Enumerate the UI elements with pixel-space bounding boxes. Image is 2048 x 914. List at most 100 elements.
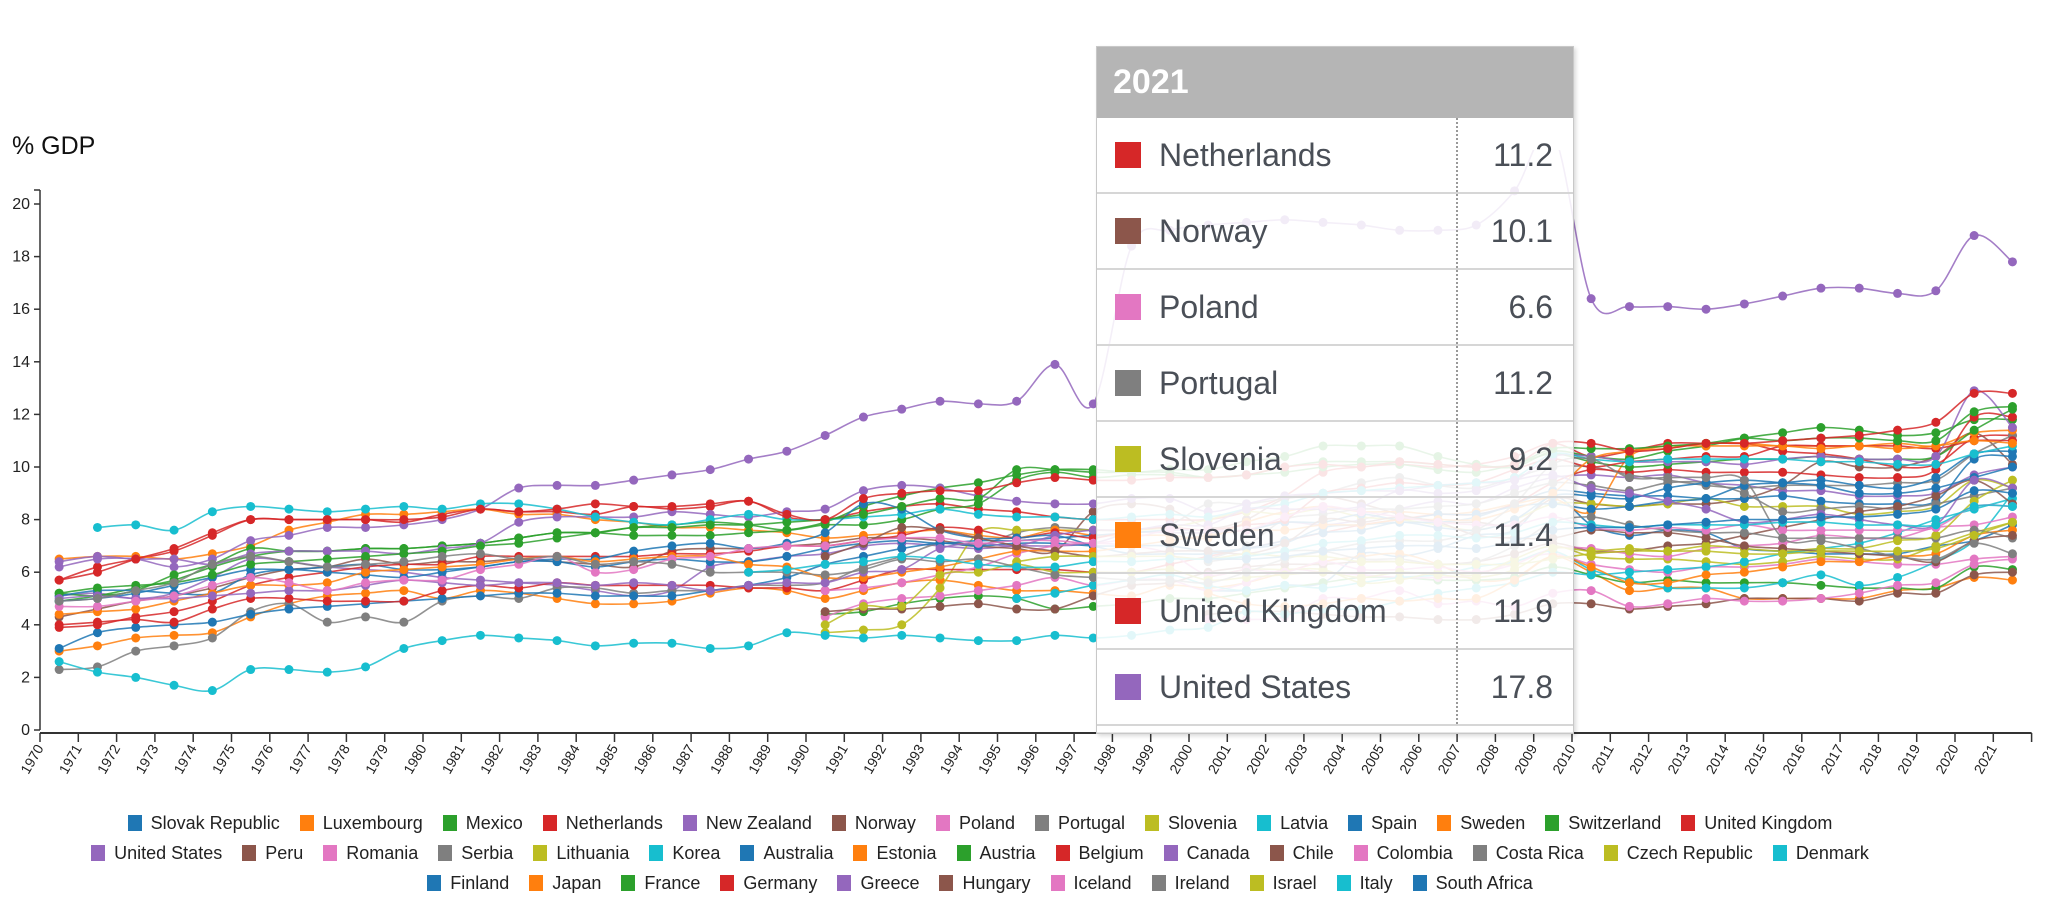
- data-point[interactable]: [897, 488, 907, 498]
- data-point[interactable]: [475, 565, 485, 575]
- legend-item[interactable]: Poland: [935, 813, 1015, 834]
- data-point[interactable]: [973, 399, 983, 409]
- data-point[interactable]: [744, 559, 754, 569]
- legend-item[interactable]: Costa Rica: [1472, 843, 1584, 864]
- data-point[interactable]: [820, 528, 830, 538]
- data-point[interactable]: [1586, 562, 1596, 572]
- data-point[interactable]: [246, 609, 256, 619]
- data-point[interactable]: [820, 578, 830, 588]
- data-point[interactable]: [1088, 525, 1098, 535]
- data-point[interactable]: [169, 578, 179, 588]
- data-point[interactable]: [1854, 480, 1864, 490]
- data-point[interactable]: [92, 620, 102, 630]
- data-point[interactable]: [2007, 517, 2017, 527]
- data-point[interactable]: [1816, 580, 1826, 590]
- series-line[interactable]: [59, 412, 2013, 626]
- data-point[interactable]: [1931, 578, 1941, 588]
- data-point[interactable]: [1050, 604, 1060, 614]
- data-point[interactable]: [54, 665, 64, 675]
- data-point[interactable]: [858, 509, 868, 519]
- data-point[interactable]: [1969, 486, 1979, 496]
- data-point[interactable]: [705, 465, 715, 475]
- data-point[interactable]: [1050, 499, 1060, 509]
- data-point[interactable]: [1816, 525, 1826, 535]
- data-point[interactable]: [322, 515, 332, 525]
- data-point[interactable]: [1586, 462, 1596, 472]
- legend-item[interactable]: Ireland: [1151, 873, 1230, 894]
- data-point[interactable]: [284, 586, 294, 596]
- data-point[interactable]: [897, 522, 907, 532]
- data-point[interactable]: [1012, 562, 1022, 572]
- data-point[interactable]: [131, 646, 141, 656]
- data-point[interactable]: [1931, 520, 1941, 530]
- data-point[interactable]: [629, 530, 639, 540]
- data-point[interactable]: [514, 517, 524, 527]
- data-point[interactable]: [1893, 425, 1903, 435]
- data-point[interactable]: [629, 565, 639, 575]
- data-point[interactable]: [1624, 488, 1634, 498]
- data-point[interactable]: [322, 507, 332, 517]
- data-point[interactable]: [322, 667, 332, 677]
- data-point[interactable]: [207, 507, 217, 517]
- legend-item[interactable]: Italy: [1336, 873, 1393, 894]
- data-point[interactable]: [169, 570, 179, 580]
- data-point[interactable]: [2007, 575, 2017, 585]
- data-point[interactable]: [246, 665, 256, 675]
- data-point[interactable]: [1012, 604, 1022, 614]
- data-point[interactable]: [1739, 567, 1749, 577]
- data-point[interactable]: [1893, 444, 1903, 454]
- data-point[interactable]: [935, 544, 945, 554]
- data-point[interactable]: [1586, 522, 1596, 532]
- data-point[interactable]: [1816, 444, 1826, 454]
- data-point[interactable]: [552, 578, 562, 588]
- data-point[interactable]: [1050, 359, 1060, 369]
- data-point[interactable]: [1854, 520, 1864, 530]
- data-point[interactable]: [1854, 533, 1864, 543]
- data-point[interactable]: [131, 622, 141, 632]
- data-point[interactable]: [590, 567, 600, 577]
- data-point[interactable]: [552, 480, 562, 490]
- data-point[interactable]: [1088, 601, 1098, 611]
- data-point[interactable]: [1739, 501, 1749, 511]
- data-point[interactable]: [1663, 473, 1673, 483]
- data-point[interactable]: [1969, 559, 1979, 569]
- legend-item[interactable]: Serbia: [438, 843, 513, 864]
- data-point[interactable]: [2007, 402, 2017, 412]
- data-point[interactable]: [705, 567, 715, 577]
- data-point[interactable]: [1739, 528, 1749, 538]
- data-point[interactable]: [1701, 494, 1711, 504]
- data-point[interactable]: [935, 633, 945, 643]
- series-line[interactable]: [59, 434, 2013, 671]
- legend-item[interactable]: Japan: [529, 873, 601, 894]
- data-point[interactable]: [858, 625, 868, 635]
- data-point[interactable]: [169, 641, 179, 651]
- data-point[interactable]: [514, 578, 524, 588]
- legend-item[interactable]: Finland: [427, 873, 509, 894]
- data-point[interactable]: [858, 633, 868, 643]
- data-point[interactable]: [935, 504, 945, 514]
- data-point[interactable]: [475, 580, 485, 590]
- data-point[interactable]: [54, 657, 64, 667]
- data-point[interactable]: [246, 580, 256, 590]
- data-point[interactable]: [973, 586, 983, 596]
- data-point[interactable]: [552, 533, 562, 543]
- data-point[interactable]: [667, 501, 677, 511]
- data-point[interactable]: [1931, 286, 1941, 296]
- data-point[interactable]: [1969, 425, 1979, 435]
- data-point[interactable]: [54, 596, 64, 606]
- data-point[interactable]: [744, 567, 754, 577]
- data-point[interactable]: [131, 604, 141, 614]
- data-point[interactable]: [1586, 438, 1596, 448]
- data-point[interactable]: [1778, 507, 1788, 517]
- data-point[interactable]: [92, 583, 102, 593]
- data-point[interactable]: [1816, 283, 1826, 293]
- series-line[interactable]: [58, 434, 2013, 581]
- data-point[interactable]: [744, 520, 754, 530]
- data-point[interactable]: [897, 630, 907, 640]
- data-point[interactable]: [1663, 546, 1673, 556]
- data-point[interactable]: [705, 520, 715, 530]
- data-point[interactable]: [361, 551, 371, 561]
- data-point[interactable]: [1088, 499, 1098, 509]
- data-point[interactable]: [54, 643, 64, 653]
- data-point[interactable]: [897, 594, 907, 603]
